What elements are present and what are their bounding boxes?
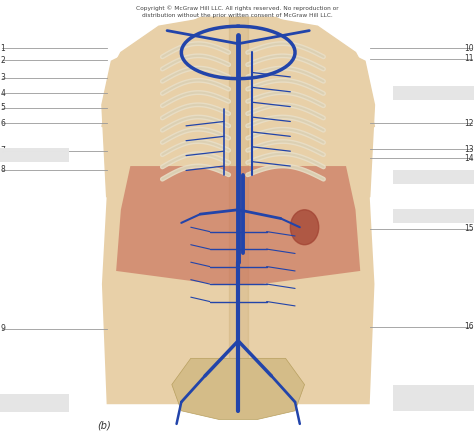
FancyBboxPatch shape <box>0 394 69 412</box>
FancyBboxPatch shape <box>0 148 69 162</box>
FancyBboxPatch shape <box>393 86 474 100</box>
Text: 2: 2 <box>0 56 5 65</box>
FancyBboxPatch shape <box>0 394 69 412</box>
FancyBboxPatch shape <box>0 394 69 412</box>
Text: 8: 8 <box>0 165 5 174</box>
Text: 10: 10 <box>464 44 474 52</box>
Text: 1: 1 <box>0 44 5 52</box>
Text: 5: 5 <box>0 104 5 112</box>
Text: Copyright © McGraw Hill LLC. All rights reserved. No reproduction or
distributio: Copyright © McGraw Hill LLC. All rights … <box>136 5 338 18</box>
FancyBboxPatch shape <box>393 170 474 184</box>
FancyBboxPatch shape <box>393 385 474 411</box>
Polygon shape <box>172 358 304 420</box>
FancyBboxPatch shape <box>393 385 474 411</box>
FancyBboxPatch shape <box>393 209 474 223</box>
FancyBboxPatch shape <box>393 170 474 184</box>
Polygon shape <box>102 17 374 404</box>
Text: (b): (b) <box>97 420 111 430</box>
FancyBboxPatch shape <box>0 148 69 162</box>
Polygon shape <box>116 166 360 284</box>
FancyBboxPatch shape <box>393 209 474 223</box>
Text: 9: 9 <box>0 324 5 333</box>
Text: 13: 13 <box>464 145 474 154</box>
FancyBboxPatch shape <box>393 385 474 411</box>
Text: 12: 12 <box>464 119 474 128</box>
FancyBboxPatch shape <box>393 209 474 223</box>
Text: 11: 11 <box>464 54 474 63</box>
Polygon shape <box>102 17 374 127</box>
Text: 7: 7 <box>0 146 5 155</box>
FancyBboxPatch shape <box>393 86 474 100</box>
FancyBboxPatch shape <box>0 148 69 162</box>
FancyBboxPatch shape <box>393 209 474 223</box>
Text: 3: 3 <box>0 73 5 82</box>
Text: 6: 6 <box>0 119 5 128</box>
FancyBboxPatch shape <box>393 170 474 184</box>
FancyBboxPatch shape <box>393 170 474 184</box>
FancyBboxPatch shape <box>393 385 474 411</box>
Ellipse shape <box>290 210 319 245</box>
Text: 16: 16 <box>464 323 474 331</box>
FancyBboxPatch shape <box>393 209 474 223</box>
FancyBboxPatch shape <box>393 86 474 100</box>
FancyBboxPatch shape <box>393 86 474 100</box>
FancyBboxPatch shape <box>0 148 69 162</box>
FancyBboxPatch shape <box>393 170 474 184</box>
FancyBboxPatch shape <box>393 86 474 100</box>
FancyBboxPatch shape <box>393 385 474 411</box>
FancyBboxPatch shape <box>0 148 69 162</box>
Text: 4: 4 <box>0 89 5 97</box>
Polygon shape <box>102 17 374 400</box>
FancyBboxPatch shape <box>0 394 69 412</box>
FancyBboxPatch shape <box>0 394 69 412</box>
Text: 15: 15 <box>464 224 474 233</box>
Text: 14: 14 <box>464 154 474 163</box>
